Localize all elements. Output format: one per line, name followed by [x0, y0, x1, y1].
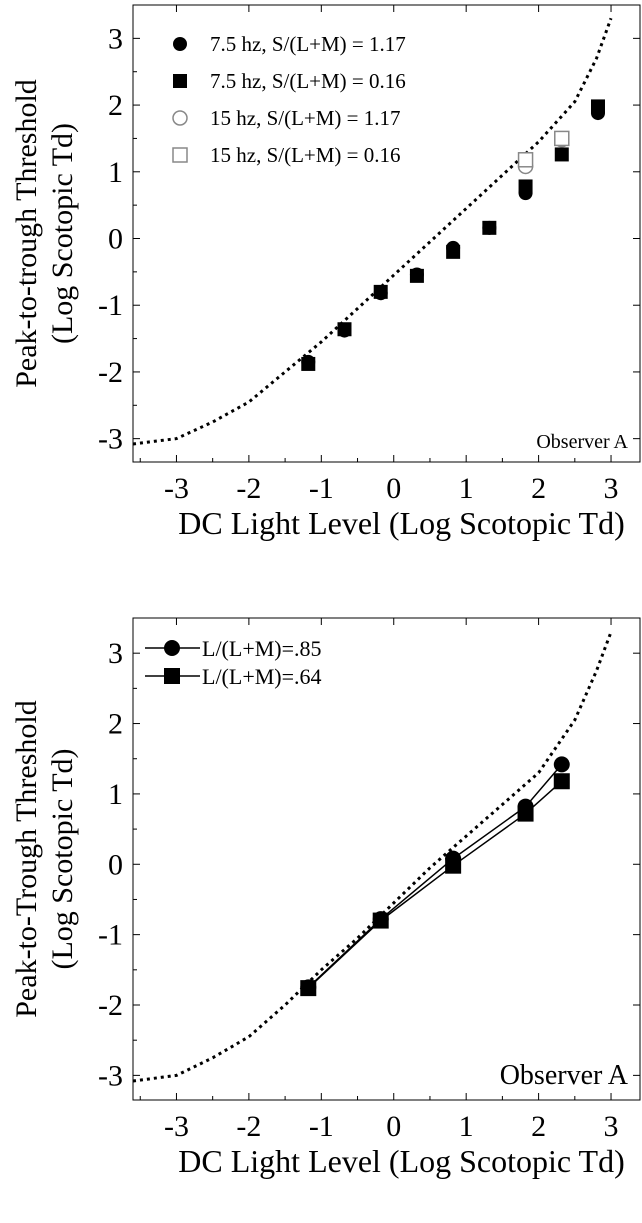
- observer-label: Observer A: [536, 431, 628, 453]
- legend-label: L/(L+M)=.64: [202, 664, 322, 689]
- x-tick-label: -3: [164, 472, 189, 505]
- data-point: [337, 322, 352, 337]
- x-tick-label: -2: [236, 1110, 261, 1143]
- y-tick-label: 2: [108, 89, 123, 122]
- legend-label: L/(L+M)=.85: [202, 636, 322, 661]
- legend-marker: [172, 147, 188, 163]
- y-tick-label: -1: [98, 919, 123, 952]
- legend-marker: [172, 110, 188, 126]
- data-point: [554, 147, 569, 162]
- y-tick-label: 0: [108, 848, 123, 881]
- x-tick-label: 2: [531, 472, 546, 505]
- plot-frame: [132, 4, 641, 463]
- x-tick-label: 3: [604, 1110, 619, 1143]
- series-2: [301, 99, 605, 371]
- y-tick-label: -3: [98, 1059, 123, 1092]
- data-point: [553, 773, 570, 790]
- legend-label: 7.5 hz, S/(L+M) = 0.16: [210, 69, 406, 93]
- data-point: [517, 805, 534, 822]
- legend-label: 15 hz, S/(L+M) = 0.16: [210, 143, 401, 167]
- x-tick-label: 3: [604, 472, 619, 505]
- x-tick-label: 0: [386, 1110, 401, 1143]
- y-tick-label: -2: [98, 989, 123, 1022]
- x-axis-label: DC Light Level (Log Scotopic Td): [178, 1143, 624, 1179]
- data-point: [590, 99, 605, 114]
- y-tick-label: -2: [98, 356, 123, 389]
- series-4: [517, 130, 570, 168]
- data-point: [445, 857, 462, 874]
- y-tick-label: 3: [108, 22, 123, 55]
- x-tick-label: -3: [164, 1110, 189, 1143]
- legend-marker: [164, 640, 180, 656]
- data-point: [301, 356, 316, 371]
- data-point: [300, 980, 317, 997]
- reference-curve: [132, 17, 613, 446]
- legend: 7.5 hz, S/(L+M) = 1.17 7.5 hz, S/(L+M) = …: [172, 32, 406, 167]
- x-tick-label: 0: [386, 472, 401, 505]
- data-point: [373, 284, 388, 299]
- x-tick-label: 1: [459, 1110, 474, 1143]
- series-2: [300, 773, 570, 997]
- x-tick-label: -1: [309, 1110, 334, 1143]
- legend-marker: [164, 668, 180, 684]
- y-tick-label: 1: [108, 778, 123, 811]
- reference-curve: [132, 631, 613, 1083]
- plot-frame: [132, 617, 641, 1101]
- data-point: [554, 130, 570, 147]
- data-point: [482, 220, 497, 235]
- legend-label: 7.5 hz, S/(L+M) = 1.17: [210, 32, 406, 56]
- y-axis-label-unit: (Log Scotopic Td): [46, 123, 79, 344]
- x-tick-label: -2: [236, 472, 261, 505]
- x-tick-label: 2: [531, 1110, 546, 1143]
- y-tick-label: -1: [98, 289, 123, 322]
- x-tick-label: -1: [309, 472, 334, 505]
- y-tick-label: 1: [108, 156, 123, 189]
- y-axis-label-unit: (Log Scotopic Td): [46, 748, 79, 969]
- data-point: [372, 912, 389, 929]
- data-point: [517, 152, 534, 168]
- y-axis-label: Peak-to-Trough Threshold: [10, 700, 43, 1018]
- observer-label: Observer A: [500, 1060, 629, 1091]
- y-tick-label: 3: [108, 637, 123, 670]
- y-tick-label: -3: [98, 423, 123, 456]
- data-point: [446, 244, 461, 259]
- legend-marker: [173, 74, 187, 88]
- y-tick-label: 0: [108, 223, 123, 256]
- data-point: [518, 179, 533, 194]
- series-1: [300, 756, 570, 996]
- data-point: [553, 756, 570, 773]
- data-point: [409, 268, 424, 283]
- x-axis-label: DC Light Level (Log Scotopic Td): [178, 505, 624, 541]
- series-line: [307, 763, 563, 988]
- legend-label: 15 hz, S/(L+M) = 1.17: [210, 106, 401, 130]
- y-tick-label: 2: [108, 708, 123, 741]
- x-tick-label: 1: [459, 472, 474, 505]
- y-axis-label: Peak-to-trough Threshold: [10, 79, 43, 388]
- legend: L/(L+M)=.85 L/(L+M)=.64: [145, 636, 322, 689]
- legend-marker: [173, 37, 187, 51]
